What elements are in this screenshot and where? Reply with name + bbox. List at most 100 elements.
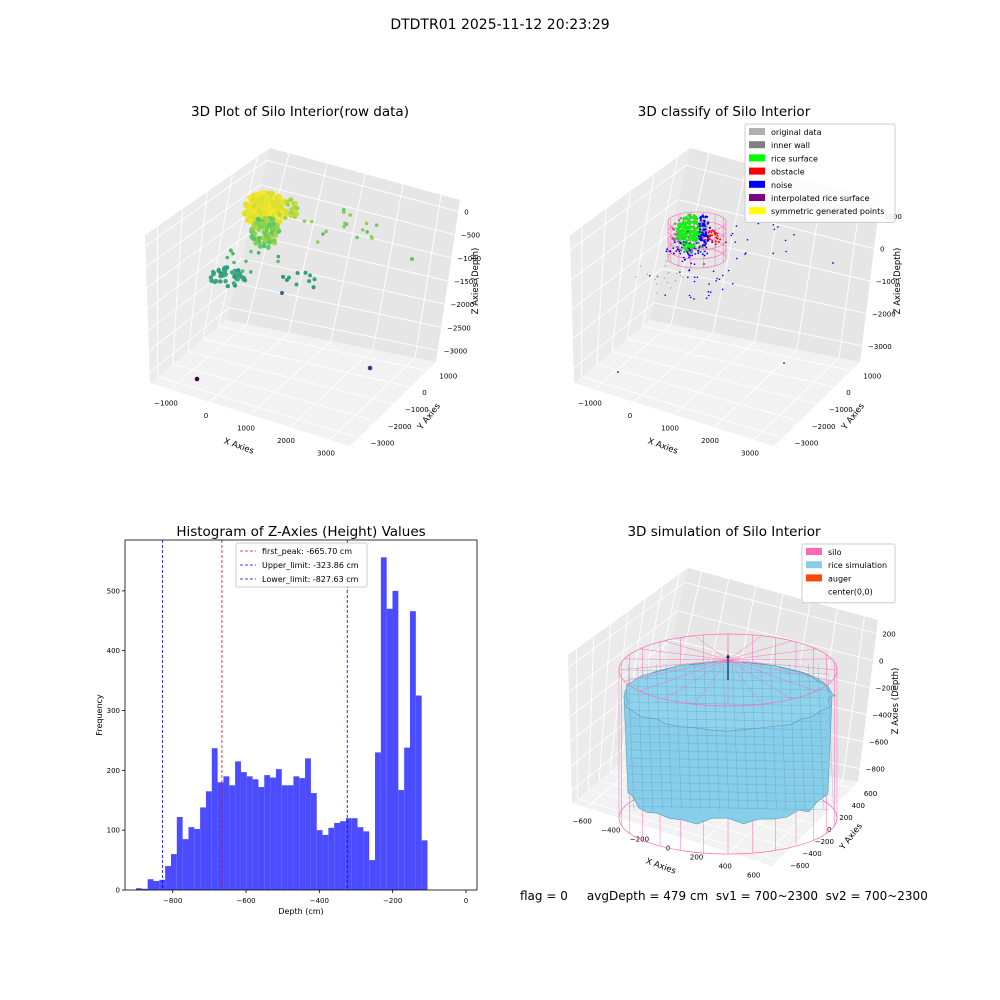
plot2-data-point [703, 239, 706, 242]
plot2-grid-z [653, 302, 863, 347]
plot1-data-point [242, 277, 248, 283]
plot2-data-point [714, 243, 717, 246]
plot1-data-point [262, 230, 268, 236]
plot1-data-point [263, 194, 269, 200]
plot2-data-point [682, 242, 685, 245]
plot2-data-point [702, 222, 705, 225]
plot1-data-point [288, 213, 294, 219]
plot2-data-point [703, 241, 707, 244]
plot2-data-point [698, 232, 702, 236]
plot4-grid-x [752, 593, 784, 762]
plot2-data-point [674, 237, 677, 241]
plot1-x-tick-label: 3000 [317, 450, 335, 458]
plot2-data-point [698, 227, 702, 231]
plot2-data-point [682, 250, 686, 254]
histogram-bar [351, 818, 358, 890]
plot1-data-point [283, 210, 289, 216]
plot4-z-tick-label: 0 [879, 658, 883, 666]
plot2-data-point [700, 245, 703, 248]
plot1-data-point [251, 192, 257, 198]
plot1-data-point [218, 279, 223, 284]
plot1-data-point [256, 215, 262, 221]
plot2-data-point [679, 274, 682, 277]
histogram-bar [258, 787, 265, 890]
plot1-data-point [253, 203, 259, 209]
histogram-bar [205, 791, 212, 890]
plot2-data-point [679, 217, 683, 220]
plot1-x-tick-label: −1000 [154, 399, 178, 407]
plot2-data-point [686, 247, 689, 251]
plot2-data-point [687, 213, 691, 217]
plot1-data-point [273, 214, 279, 221]
plot4-silo-roof-line [727, 659, 838, 671]
plot2-legend-label: inner wall [771, 141, 810, 150]
plot2-grid-x [593, 323, 672, 390]
histogram-bar [293, 776, 300, 890]
plot4-grid-y [587, 636, 595, 790]
plot1-grid-x [330, 173, 366, 342]
plot4-y-tick-label: 400 [852, 802, 865, 810]
plot2-data-point [687, 235, 691, 238]
plot2-data-point [681, 242, 685, 246]
plot2-data-point [699, 235, 702, 238]
plot2-data-point [685, 250, 688, 253]
plot2-data-point [730, 234, 732, 237]
plot4-silo-roof-line [694, 635, 729, 661]
plot1-data-point [259, 220, 265, 226]
plot1-z-tick-label: −1000 [457, 255, 481, 263]
plot1-data-point [260, 222, 266, 228]
plot1-data-point [250, 201, 256, 207]
plot1-data-point [251, 236, 257, 242]
plot2-data-point [681, 238, 685, 241]
plot2-data-point [687, 244, 690, 248]
plot2-data-point [706, 238, 710, 242]
plot1-data-point [245, 211, 251, 217]
plot1-data-point [263, 215, 268, 221]
plot2-data-point [711, 240, 714, 243]
plot2-data-point [685, 241, 687, 244]
plot1-data-point [249, 200, 255, 206]
plot4-mesh-line [627, 733, 829, 739]
plot2-data-point [702, 234, 705, 237]
plot1-data-point [250, 206, 256, 212]
plot2-data-point [683, 216, 687, 220]
plot1-data-point [255, 199, 261, 205]
plot1-data-point [260, 220, 267, 226]
plot1-data-point [268, 205, 274, 212]
plot2-data-point [703, 244, 706, 247]
plot4-grid-y [642, 744, 852, 789]
plot2-data-point [703, 263, 705, 265]
plot2-data-point [678, 236, 682, 240]
plot2-data-point [690, 245, 694, 249]
histogram-frame [124, 539, 478, 891]
plot1-y-tick-label: −2000 [388, 423, 412, 431]
histogram-y-axis-label: Frequency [95, 694, 104, 736]
plot1-data-point [194, 376, 200, 382]
plot1-data-point [247, 218, 253, 224]
plot1-data-point [303, 270, 308, 275]
plot1-data-point [255, 220, 261, 226]
plot1-data-point [260, 235, 265, 241]
plot4-mesh-line [751, 663, 758, 811]
plot1-data-point [302, 219, 307, 223]
plot4-grid-y [631, 753, 840, 801]
plot2-grid-x [838, 194, 862, 358]
plot1-data-point [275, 227, 280, 233]
plot2-data-point [648, 275, 651, 277]
plot1-data-point [255, 220, 261, 225]
plot2-data-point [679, 271, 681, 273]
histogram-bar [223, 776, 230, 890]
plot2-data-point [681, 246, 683, 249]
plot1-data-point [251, 203, 257, 209]
plot4-mesh-line [627, 789, 829, 795]
plot1-data-point [234, 276, 239, 282]
plot1-data-point [264, 194, 270, 200]
plot2-data-point [684, 239, 688, 243]
plot2-data-point [702, 215, 705, 218]
plot1-data-point [294, 211, 300, 217]
plot4-z-tick-label: 200 [882, 631, 895, 639]
plot1-data-point [259, 198, 265, 205]
plot2-data-point [677, 223, 681, 227]
plot1-data-point [291, 211, 296, 216]
plot4-mesh-line [627, 797, 829, 803]
